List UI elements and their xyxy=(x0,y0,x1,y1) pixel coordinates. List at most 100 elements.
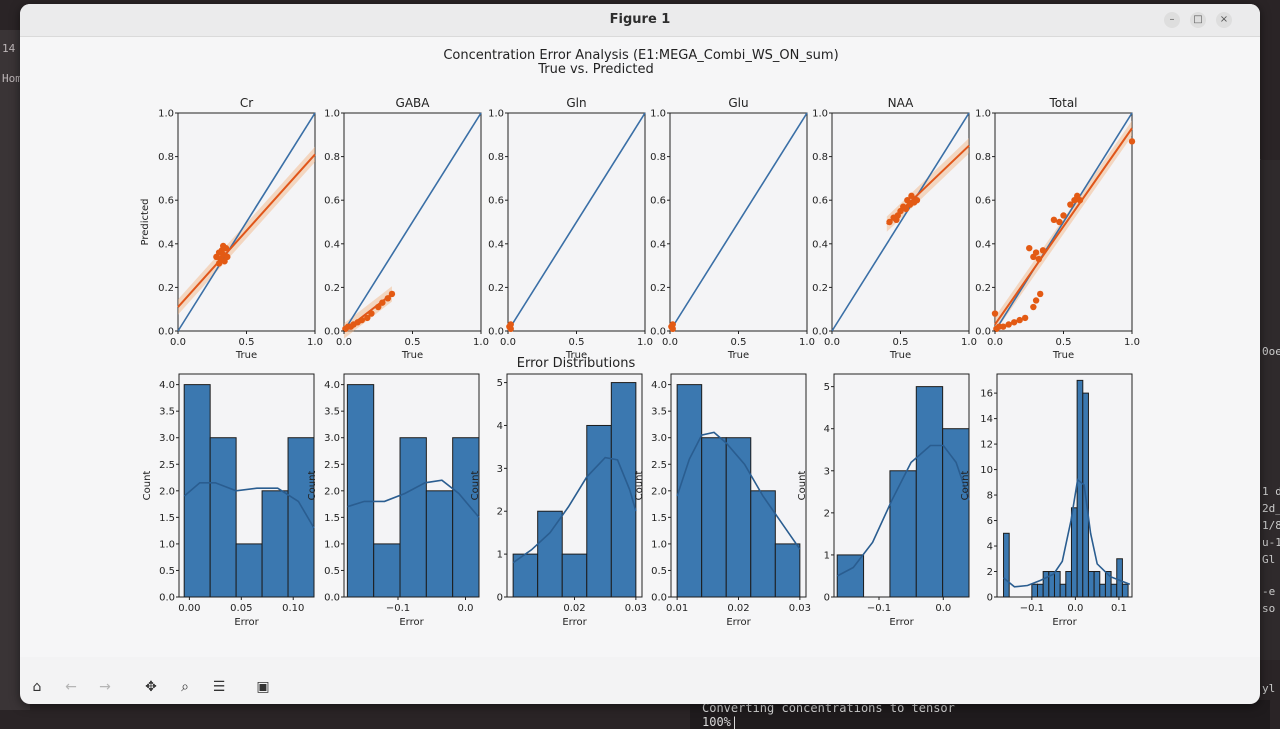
histogram-bar xyxy=(1087,571,1095,598)
x-tick-label: 0.05 xyxy=(230,603,252,614)
histogram-bar xyxy=(1116,558,1123,598)
y-tick-label: 1.0 xyxy=(651,539,667,550)
y-tick-label: 1.0 xyxy=(158,109,174,120)
histogram-bar xyxy=(889,470,917,598)
y-tick-label: 5 xyxy=(824,382,830,393)
x-axis-label: Error xyxy=(889,617,914,628)
bg-terminal-line: u-1 xyxy=(1262,536,1280,549)
background-terminal-bottom: Converting concentrations to tensor 100%… xyxy=(690,700,1270,729)
y-tick-label: 2.0 xyxy=(159,486,175,497)
configure-subplots-button[interactable]: ☰ xyxy=(208,676,230,698)
x-tick-label: 0.02 xyxy=(563,603,585,614)
y-tick-label: 2.0 xyxy=(651,486,667,497)
x-tick-label: 0.0 xyxy=(987,337,1003,348)
y-tick-label: 3 xyxy=(824,466,830,477)
move-icon: ✥ xyxy=(145,679,157,695)
kde-curve xyxy=(512,456,637,564)
bg-terminal-line: so xyxy=(1262,602,1276,615)
scatter-point xyxy=(358,316,366,324)
identity-line xyxy=(177,112,316,332)
y-tick-label: 0.4 xyxy=(812,239,828,250)
y-tick-label: 2 xyxy=(987,567,993,578)
y-tick-label: 14 xyxy=(980,414,993,425)
y-tick-label: 0.0 xyxy=(488,327,504,338)
histogram-bar xyxy=(1065,571,1072,598)
y-tick-label: 3.5 xyxy=(651,407,667,418)
window-titlebar[interactable]: Figure 1 – □ × xyxy=(20,4,1260,37)
scatter-point xyxy=(220,242,227,250)
y-axis-label: Count xyxy=(960,471,971,501)
histogram-bar xyxy=(235,543,263,598)
y-tick-label: 0.2 xyxy=(650,283,666,294)
scatter-point xyxy=(1000,323,1007,330)
kde-curve xyxy=(183,482,315,529)
y-tick-label: 0.0 xyxy=(324,593,340,604)
histogram-bar xyxy=(561,553,588,598)
y-tick-label: 0.8 xyxy=(650,152,666,163)
identity-line xyxy=(507,112,646,332)
y-tick-label: 0.2 xyxy=(975,283,991,294)
x-tick-label: 1.0 xyxy=(473,337,489,348)
y-tick-label: 0.0 xyxy=(812,327,828,338)
pan-button[interactable]: ✥ xyxy=(140,676,162,698)
x-tick-label: −0.1 xyxy=(386,603,410,614)
scatter-point xyxy=(1032,297,1040,304)
y-tick-label: 3.0 xyxy=(324,433,340,444)
y-tick-label: 0.4 xyxy=(975,239,991,250)
scatter-point xyxy=(507,321,514,328)
figure-canvas[interactable]: Concentration Error Analysis (E1:MEGA_Co… xyxy=(20,37,1260,657)
x-tick-label: 0.10 xyxy=(282,603,304,614)
y-tick-label: 12 xyxy=(980,440,993,451)
minimize-icon[interactable]: – xyxy=(1164,12,1180,28)
y-tick-label: 3.0 xyxy=(159,433,175,444)
x-axis-label: Error xyxy=(562,617,587,628)
y-tick-label: 4.0 xyxy=(651,380,667,391)
y-tick-label: 3.0 xyxy=(651,433,667,444)
kde-curve xyxy=(347,479,480,518)
histogram-bar xyxy=(512,553,539,598)
identity-line xyxy=(831,112,970,332)
scatter-point xyxy=(908,192,915,200)
home-button[interactable]: ⌂ xyxy=(26,676,48,698)
bg-terminal-line: 0oe xyxy=(1262,345,1280,358)
y-axis-label: Count xyxy=(634,471,645,501)
y-tick-label: 0.8 xyxy=(488,152,504,163)
y-tick-label: 4 xyxy=(824,424,830,435)
figure-window: Figure 1 – □ × Concentration Error Analy… xyxy=(20,4,1260,704)
y-tick-label: 0.6 xyxy=(324,196,340,207)
identity-line xyxy=(669,112,808,332)
close-icon[interactable]: × xyxy=(1216,12,1232,28)
scatter-point xyxy=(1067,201,1074,208)
zoom-button[interactable]: ⌕ xyxy=(174,676,196,698)
y-tick-label: 0.6 xyxy=(488,196,504,207)
y-tick-label: 2.5 xyxy=(651,460,667,471)
window-title: Figure 1 xyxy=(609,12,671,27)
x-tick-label: 0.5 xyxy=(731,337,747,348)
histogram-bar xyxy=(373,543,401,598)
forward-button[interactable]: → xyxy=(94,676,116,698)
x-axis-label: True xyxy=(401,350,423,361)
x-tick-label: 0.01 xyxy=(666,603,688,614)
figure-svg[interactable]: Concentration Error Analysis (E1:MEGA_Co… xyxy=(20,37,1260,657)
bg-terminal-line: Converting concentrations to tensor xyxy=(702,701,955,715)
y-tick-label: 2 xyxy=(824,508,830,519)
histogram-bar xyxy=(586,424,612,598)
x-tick-label: 0.00 xyxy=(178,603,200,614)
y-tick-label: 3.5 xyxy=(159,407,175,418)
histogram-bar xyxy=(1093,571,1101,598)
scatter-point xyxy=(1037,290,1044,298)
back-button[interactable]: ← xyxy=(60,676,82,698)
maximize-icon[interactable]: □ xyxy=(1190,12,1206,28)
scatter-point xyxy=(886,218,893,226)
histogram-bar xyxy=(942,428,970,598)
y-tick-label: 2.5 xyxy=(159,460,175,471)
save-button[interactable]: ▣ xyxy=(252,676,274,698)
histogram-row-title: Error Distributions xyxy=(517,356,636,371)
x-tick-label: 1.0 xyxy=(637,337,653,348)
x-axis-label: Error xyxy=(399,617,424,628)
arrow-left-icon: ← xyxy=(65,679,77,695)
y-axis-label: Count xyxy=(797,471,808,501)
bg-terminal-line: yl xyxy=(1262,682,1276,695)
y-tick-label: 0.2 xyxy=(158,283,174,294)
y-tick-label: 0.4 xyxy=(158,239,174,250)
